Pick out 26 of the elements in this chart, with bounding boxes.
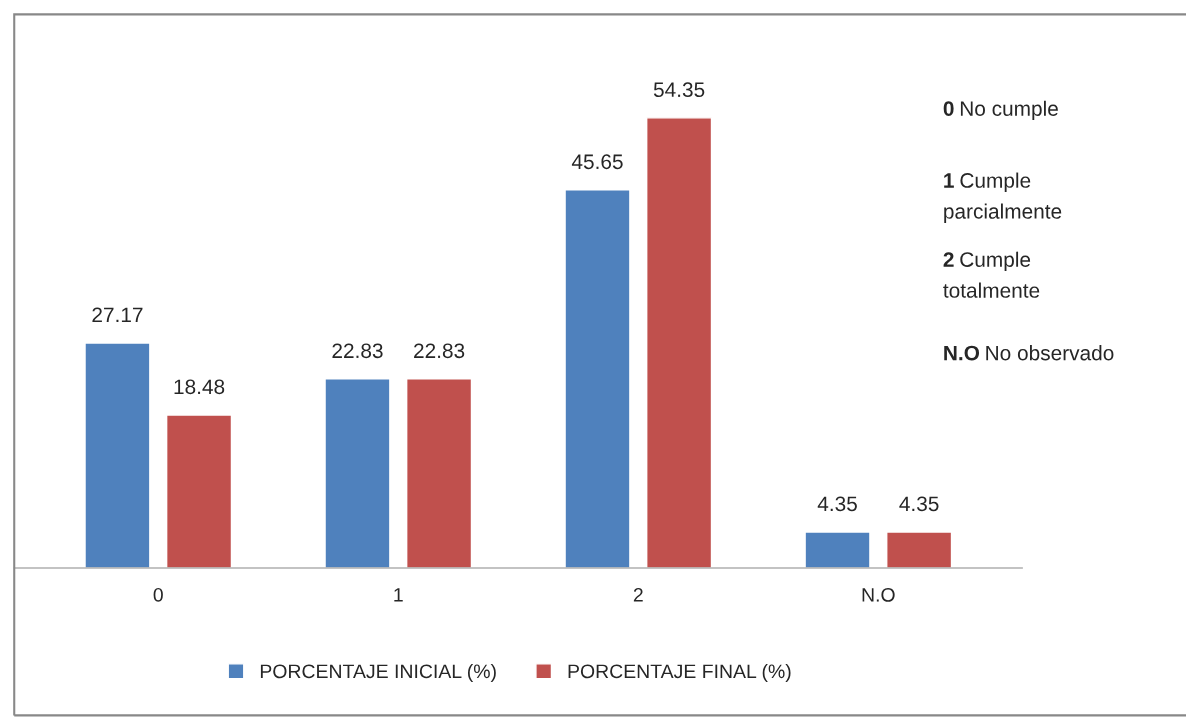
bar <box>645 117 713 569</box>
annotation: 1 Cumple parcialmente <box>944 172 1062 223</box>
data-label: 45.65 <box>571 154 623 170</box>
bar <box>886 531 953 569</box>
data-label: 22.83 <box>332 343 383 359</box>
x-tick-label: N.O <box>862 587 895 602</box>
x-tick-label: 2 <box>633 587 643 602</box>
data-label: 4.35 <box>817 496 857 512</box>
bar <box>324 378 391 569</box>
annotation: N.O No observado <box>944 345 1114 361</box>
data-label: 4.35 <box>899 496 939 512</box>
bar <box>564 189 631 569</box>
data-label: 22.83 <box>414 343 465 359</box>
bar <box>804 531 871 569</box>
data-label: 18.48 <box>174 379 225 395</box>
legend-label: PORCENTAJE INICIAL (%) <box>260 663 496 683</box>
legend-label: PORCENTAJE FINAL (%) <box>568 663 791 683</box>
bar <box>405 378 473 569</box>
bar <box>165 414 233 569</box>
x-tick-label: 0 <box>153 587 163 602</box>
x-tick-label: 1 <box>394 588 403 602</box>
annotation: 2 Cumple totalmente <box>943 251 1040 298</box>
annotation: 0 No cumple <box>943 100 1058 121</box>
data-label: 27.17 <box>92 307 143 322</box>
data-label: 54.35 <box>653 82 705 98</box>
bar <box>84 342 151 569</box>
